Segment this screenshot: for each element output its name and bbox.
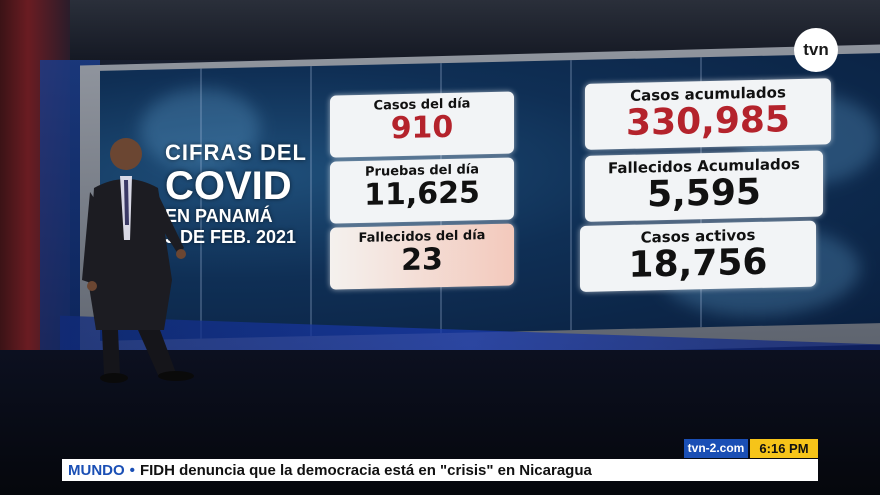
ticker-separator: •	[129, 461, 135, 479]
ticker-headline: FIDH denuncia que la democracia está en …	[139, 461, 592, 479]
card-value: 5,595	[647, 171, 761, 216]
title-line-1: CIFRAS DEL	[165, 140, 307, 165]
tvn-logo: tvn	[794, 28, 838, 72]
screen-divider	[570, 60, 572, 331]
card-pruebas-dia: Pruebas del día 11,625	[330, 157, 514, 224]
graphic-title: CIFRAS DEL COVID EN PANAMÁ 3 DE FEB. 202…	[165, 140, 307, 248]
card-value: 11,625	[364, 175, 480, 213]
website-badge: tvn-2.com	[684, 439, 748, 458]
ticker-category: MUNDO	[68, 461, 125, 479]
card-value: 910	[390, 109, 454, 147]
title-line-3: EN PANAMÁ	[165, 206, 273, 226]
card-casos-dia: Casos del día 910	[330, 91, 514, 158]
card-value: 18,756	[628, 241, 768, 286]
card-casos-acumulados: Casos acumulados 330,985	[585, 78, 831, 150]
clock-badge: 6:16 PM	[750, 439, 818, 458]
title-line-4: 3 DE FEB. 2021	[165, 227, 297, 247]
card-fallecidos-acumulados: Fallecidos Acumulados 5,595	[585, 150, 823, 222]
card-casos-activos: Casos activos 18,756	[580, 220, 816, 292]
news-ticker: MUNDO • FIDH denuncia que la democracia …	[62, 459, 818, 481]
screen-divider	[310, 66, 312, 337]
presenter	[82, 138, 194, 383]
card-fallecidos-dia: Fallecidos del día 23	[330, 223, 514, 290]
card-value: 23	[401, 242, 443, 279]
card-value: 330,985	[626, 99, 790, 144]
title-line-2: COVID	[165, 164, 292, 208]
